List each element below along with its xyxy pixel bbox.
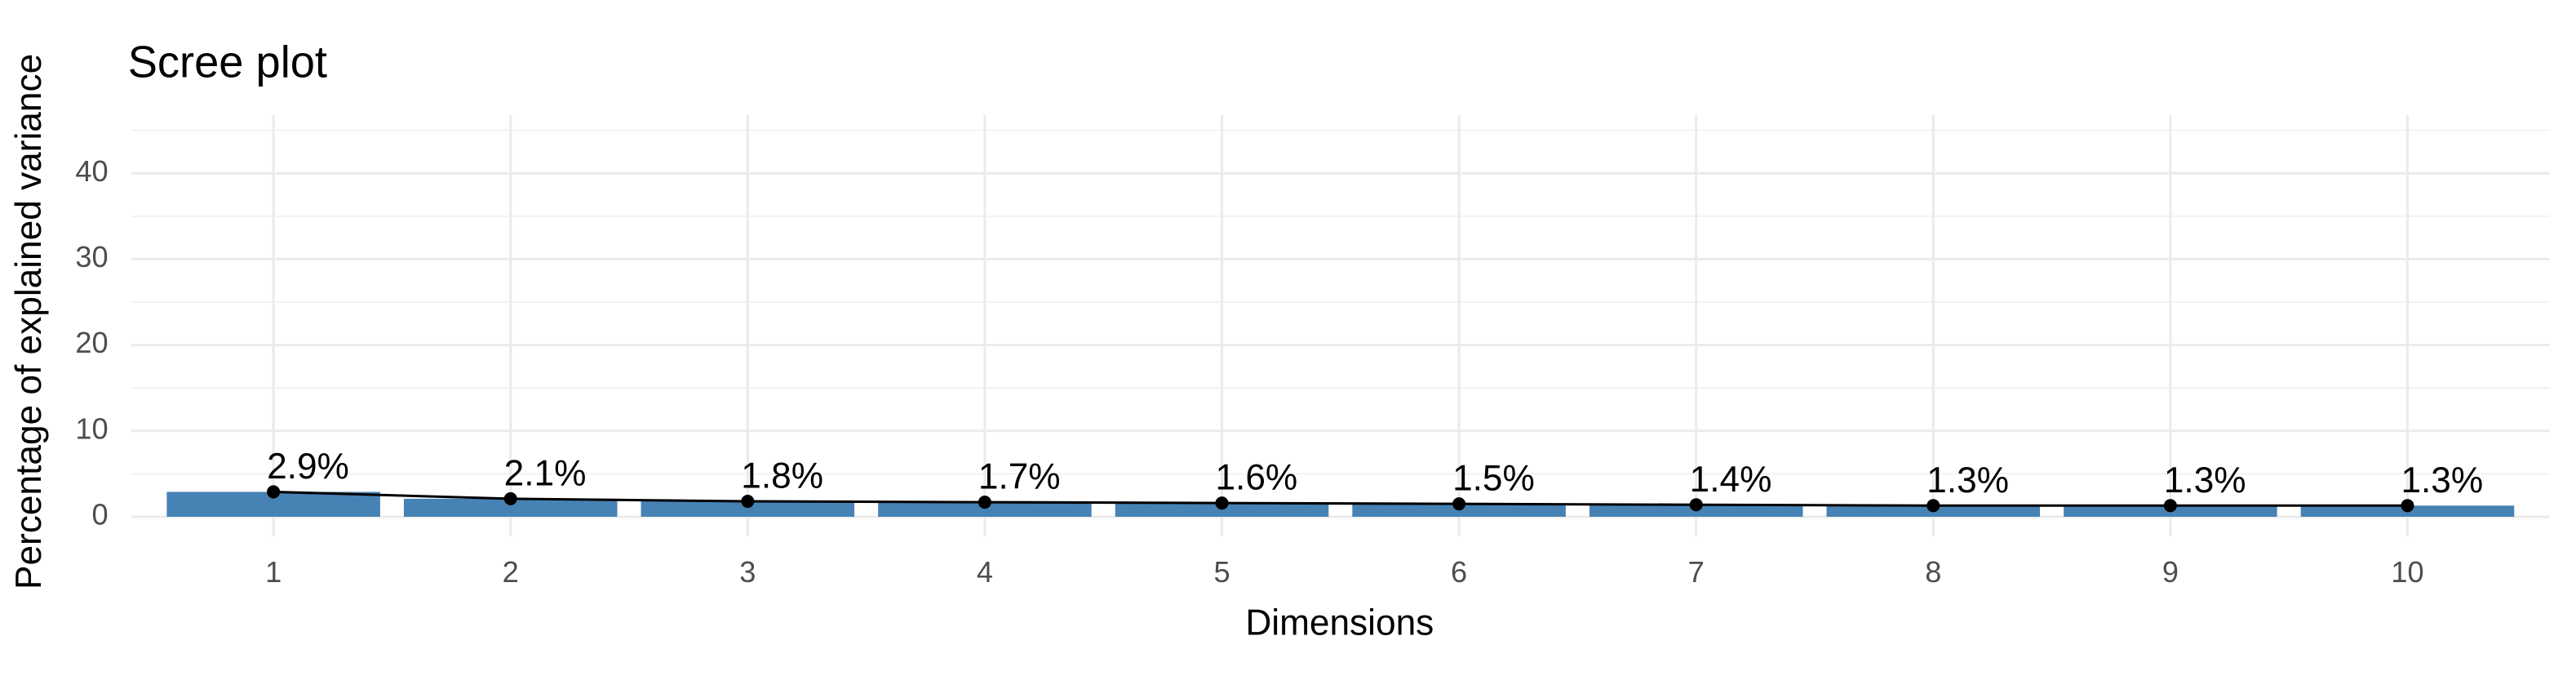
x-tick-label: 2	[503, 555, 519, 589]
value-label: 1.8%	[741, 456, 823, 496]
x-tick-label: 6	[1451, 555, 1467, 589]
bar	[641, 501, 855, 517]
point	[1689, 498, 1703, 512]
value-label: 2.1%	[504, 453, 587, 493]
point	[1452, 497, 1466, 511]
x-tick-label: 10	[2391, 555, 2423, 589]
point	[2163, 499, 2177, 513]
value-label: 1.6%	[1215, 458, 1297, 498]
x-tick-label: 3	[739, 555, 756, 589]
x-tick-label: 9	[2162, 555, 2179, 589]
x-tick-label: 4	[977, 555, 993, 589]
chart-title: Scree plot	[128, 38, 327, 87]
value-label: 1.4%	[1690, 460, 1772, 500]
x-tick-label: 5	[1213, 555, 1230, 589]
value-label: 1.3%	[2164, 460, 2246, 500]
x-tick-label: 1	[265, 555, 282, 589]
point	[2401, 499, 2414, 513]
point	[267, 485, 281, 499]
y-tick-label: 30	[75, 240, 108, 274]
y-tick-label: 10	[75, 411, 108, 445]
value-label: 2.9%	[267, 447, 349, 487]
point	[1926, 499, 1940, 513]
value-label: 1.3%	[2401, 460, 2483, 500]
bar	[1115, 503, 1329, 517]
trend-line	[273, 490, 2408, 507]
point	[1215, 496, 1229, 510]
y-tick-label: 20	[75, 326, 108, 359]
value-label: 1.3%	[1926, 460, 2009, 500]
y-tick-label: 40	[75, 154, 108, 188]
y-axis-title: Percentage of explained variance	[9, 54, 49, 589]
point	[978, 496, 991, 509]
y-tick-label: 0	[92, 498, 109, 531]
bar	[878, 502, 1092, 517]
x-axis-title: Dimensions	[1245, 603, 1434, 643]
point	[503, 491, 517, 505]
bar	[403, 498, 618, 517]
value-label: 1.5%	[1452, 459, 1535, 499]
value-label: 1.7%	[978, 457, 1061, 497]
x-tick-label: 7	[1688, 555, 1705, 589]
x-tick-label: 8	[1925, 555, 1941, 589]
point	[741, 494, 755, 509]
